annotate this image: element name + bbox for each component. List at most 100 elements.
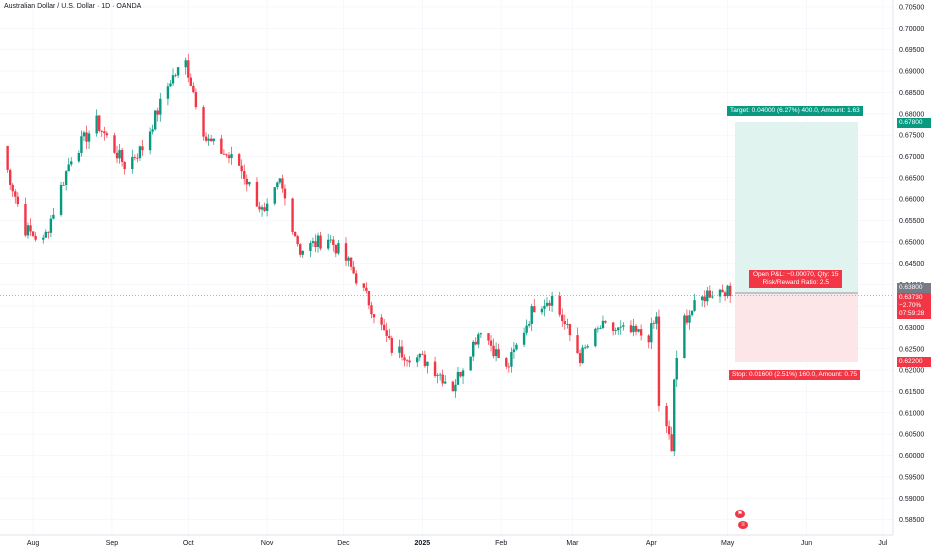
stop-label[interactable]: Stop: 0.01600 (2.51%) 160.0, Amount: 0.7… <box>729 370 861 380</box>
candle-body <box>634 325 638 332</box>
candle-body <box>222 153 226 155</box>
candle-body <box>136 157 139 159</box>
candle-body <box>652 323 656 324</box>
candle-body <box>492 345 495 357</box>
candle-body <box>276 182 279 188</box>
candle-body <box>405 360 409 362</box>
time-tick-label: Dec <box>337 540 350 547</box>
time-tick-label: Feb <box>495 540 507 547</box>
candle-body <box>34 235 37 240</box>
candle-body <box>703 296 706 302</box>
candle-body <box>596 328 600 330</box>
candle-body <box>174 75 177 77</box>
candle-body <box>530 306 533 325</box>
candle-body <box>599 328 602 329</box>
candle-body <box>418 353 421 358</box>
candle-body <box>438 374 442 376</box>
candle-body <box>248 181 251 185</box>
candle-body <box>721 289 724 293</box>
candle-body <box>24 204 27 236</box>
pnl-label: Open P&L: −0.00070, Qty: 15 <box>753 271 839 278</box>
candle-body <box>227 155 231 159</box>
candle-body <box>16 196 20 205</box>
time-tick-label: Jun <box>801 540 812 547</box>
candle-body <box>148 131 152 151</box>
candle-body <box>352 266 355 274</box>
candle-body <box>156 110 159 115</box>
candle-body <box>619 326 622 328</box>
candle-body <box>347 257 350 261</box>
candle-body <box>49 218 53 233</box>
time-tick-label: Aug <box>27 540 40 547</box>
candle-body <box>62 184 65 186</box>
candle-body <box>614 330 617 331</box>
candle-body <box>6 145 9 170</box>
candle-body <box>527 324 531 326</box>
candle-body <box>601 320 605 329</box>
candle-body <box>525 325 528 333</box>
chart-title: Australian Dollar / U.S. Dollar · 1D · O… <box>4 3 142 10</box>
candle-body <box>237 154 241 166</box>
dividends-icon[interactable]: ≡ <box>738 521 748 529</box>
current-price: 0.63730 <box>899 294 923 301</box>
candle-body <box>561 314 564 322</box>
price-tick-label: 0.65000 <box>899 239 924 246</box>
candle-body <box>550 295 554 306</box>
candle-body <box>141 146 144 151</box>
candle-body <box>169 83 172 87</box>
candle-body <box>665 405 668 427</box>
target-zone <box>735 122 858 293</box>
price-tick-label: 0.68500 <box>899 90 924 97</box>
candle-body <box>334 244 338 254</box>
candle-body <box>273 187 276 204</box>
candle-body <box>42 237 45 240</box>
candle-body <box>723 292 727 297</box>
target-label[interactable]: Target: 0.04000 (6.27%) 400.0, Amount: 1… <box>727 106 863 116</box>
candle-body <box>583 347 587 349</box>
candle-body <box>548 302 551 306</box>
candle-body <box>344 243 348 261</box>
rr-label: Risk/Reward Ratio: 2.5 <box>762 279 829 286</box>
candle-body <box>510 352 513 367</box>
candle-body <box>568 324 572 336</box>
price-tick-label: 0.61000 <box>899 410 924 417</box>
candle-body <box>52 214 55 219</box>
candle-body <box>673 379 676 452</box>
candle-body <box>469 356 472 371</box>
candle-body <box>192 85 195 93</box>
candle-body <box>718 289 722 297</box>
candle-body <box>408 360 411 363</box>
candle-body <box>693 300 696 311</box>
candle-body <box>456 371 460 385</box>
candle-body <box>263 207 266 211</box>
candle-body <box>70 161 73 165</box>
stop-zone <box>735 293 858 362</box>
candle-body <box>655 316 658 324</box>
time-tick-label: May <box>721 540 735 547</box>
candle-body <box>281 178 284 189</box>
candle-body <box>586 346 589 348</box>
events-icon[interactable]: ⚑ <box>735 510 745 518</box>
candle-body <box>380 317 383 325</box>
candle-body <box>507 366 511 368</box>
pnl-box[interactable]: Open P&L: −0.00070, Qty: 15 Risk/Reward … <box>749 270 843 288</box>
candle-body <box>444 381 447 384</box>
candle-body <box>362 283 366 288</box>
candle-body <box>563 321 567 325</box>
candle-body <box>667 426 671 435</box>
price-tick-label: 0.64500 <box>899 261 924 268</box>
candle-body <box>291 198 294 232</box>
time-tick-label: Jul <box>878 540 887 547</box>
price-tick-label: 0.61500 <box>899 389 924 396</box>
candle-body <box>533 306 536 313</box>
candle-body <box>293 231 297 237</box>
candle-body <box>95 115 98 134</box>
candle-body <box>690 310 694 316</box>
candle-body <box>728 285 732 296</box>
candle-body <box>441 374 444 384</box>
candle-body <box>189 77 193 86</box>
candle-body <box>202 107 205 137</box>
candle-body <box>31 231 35 236</box>
candle-body <box>670 434 673 452</box>
